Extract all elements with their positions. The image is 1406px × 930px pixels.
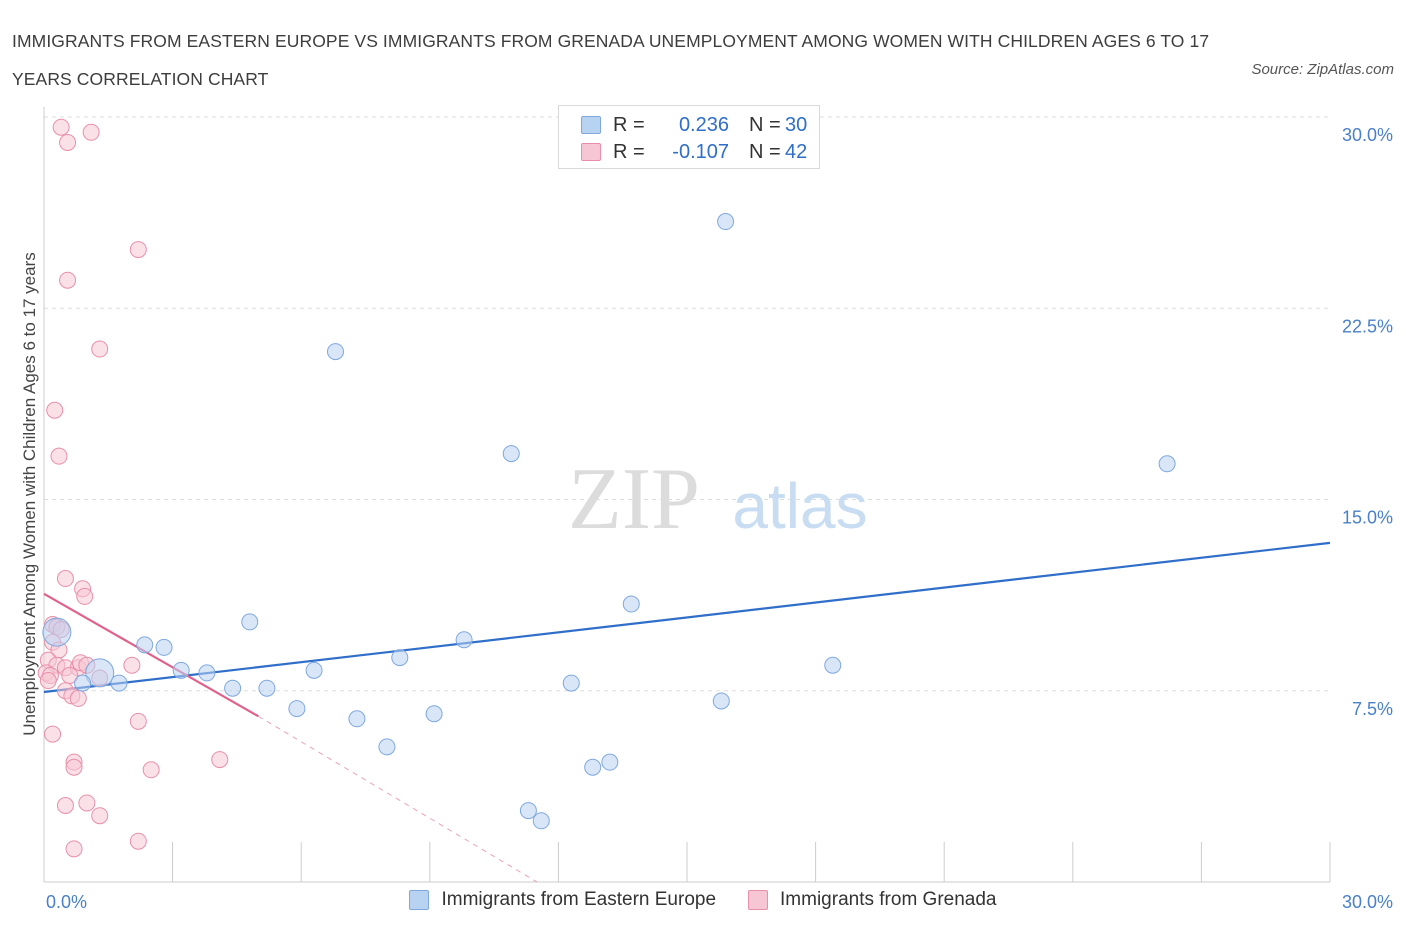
data-point-eastern-europe	[455, 631, 473, 649]
data-point-eastern-europe	[532, 812, 550, 830]
bottom-legend-grenada: Immigrants from Grenada	[748, 889, 997, 911]
y-tick-label: 22.5%	[1342, 316, 1393, 336]
legend-swatch-pink	[748, 890, 769, 910]
data-point-grenada	[129, 832, 147, 850]
data-point-grenada	[78, 794, 96, 812]
data-point-eastern-europe	[712, 692, 730, 710]
data-point-grenada	[91, 340, 109, 358]
x-tick-label: 0.0%	[46, 892, 87, 912]
data-point-eastern-europe	[378, 738, 396, 756]
data-point-grenada	[129, 241, 147, 259]
legend-box: R = 0.236 N = 30 R = -0.107 N = 42	[558, 105, 820, 169]
legend-swatch-pink	[581, 143, 601, 161]
data-point-eastern-europe	[348, 710, 366, 728]
legend-swatch-blue	[409, 890, 430, 910]
data-point-eastern-europe	[136, 636, 154, 654]
trend-line-grenada	[43, 592, 259, 718]
legend-n-label: N =	[749, 140, 781, 163]
x-tick-label: 30.0%	[1342, 892, 1393, 912]
data-point-grenada	[211, 751, 229, 769]
data-point-grenada	[46, 401, 64, 419]
source-label: Source: ZipAtlas.com	[1251, 61, 1394, 78]
legend-n-label: N =	[749, 113, 781, 136]
legend-r-label: R =	[613, 140, 645, 163]
data-point-grenada	[56, 797, 74, 814]
data-point-eastern-europe	[562, 674, 580, 692]
data-point-eastern-europe	[258, 679, 276, 697]
data-point-grenada	[65, 758, 83, 776]
data-point-grenada	[39, 672, 57, 690]
data-point-eastern-europe	[502, 445, 520, 463]
data-point-eastern-europe	[305, 661, 323, 679]
data-point-grenada	[123, 656, 141, 674]
data-point-eastern-europe	[326, 343, 344, 361]
tick-labels: 7.5% 15.0% 22.5% 30.0% 0.0% 30.0%	[46, 125, 1393, 912]
data-point-eastern-europe	[391, 649, 409, 667]
data-point-eastern-europe	[584, 758, 602, 776]
data-point-grenada	[52, 118, 70, 136]
data-point-grenada	[65, 840, 83, 858]
axes	[43, 107, 1331, 883]
data-point-grenada	[50, 447, 68, 465]
data-point-grenada	[44, 725, 62, 743]
watermark-zip: ZIP	[568, 451, 700, 548]
data-point-grenada	[142, 761, 160, 779]
legend-swatch-blue	[581, 116, 601, 134]
watermark-atlas: atlas	[732, 470, 867, 542]
data-point-grenada	[69, 689, 87, 707]
data-point-grenada	[59, 134, 77, 151]
data-point-eastern-europe	[198, 664, 216, 682]
data-point-eastern-europe	[425, 705, 443, 723]
data-point-eastern-europe	[1158, 455, 1176, 473]
data-point-eastern-europe	[85, 658, 115, 688]
legend-n-value: 30	[785, 113, 808, 136]
data-point-grenada	[59, 271, 77, 289]
chart-title: IMMIGRANTS FROM EASTERN EUROPE VS IMMIGR…	[12, 31, 1210, 89]
trend-lines	[43, 541, 1331, 883]
data-point-eastern-europe	[519, 802, 537, 820]
trend-line-grenada-extension	[258, 715, 538, 883]
data-point-grenada	[82, 123, 100, 141]
y-axis-label: Unemployment Among Women with Children A…	[20, 252, 39, 736]
data-point-eastern-europe	[110, 674, 128, 692]
trend-line-eastern-europe	[43, 541, 1331, 694]
data-point-eastern-europe	[172, 661, 190, 679]
data-point-eastern-europe	[74, 674, 92, 692]
data-point-eastern-europe	[622, 595, 640, 613]
data-point-eastern-europe	[155, 638, 173, 656]
data-point-eastern-europe	[42, 617, 72, 647]
y-tick-label: 7.5%	[1352, 699, 1393, 719]
legend-n-value: 42	[785, 140, 808, 163]
legend-r-label: R =	[613, 113, 645, 136]
legend-label-eastern-europe: Immigrants from Eastern Europe	[441, 889, 717, 910]
data-point-eastern-europe	[824, 656, 842, 674]
data-point-grenada	[129, 712, 147, 730]
data-point-eastern-europe	[717, 213, 735, 231]
bottom-legend: Immigrants from Eastern Europe Immigrant…	[0, 889, 1406, 911]
data-point-eastern-europe	[288, 700, 306, 718]
data-point-grenada	[91, 807, 109, 825]
data-point-eastern-europe	[224, 679, 242, 697]
legend-label-grenada: Immigrants from Grenada	[780, 889, 997, 910]
y-tick-label: 30.0%	[1342, 125, 1393, 145]
legend-row-grenada: R = -0.107 N = 42	[581, 139, 807, 165]
data-point-eastern-europe	[601, 753, 619, 771]
bottom-legend-eastern-europe: Immigrants from Eastern Europe	[409, 889, 716, 911]
legend-r-value: -0.107	[672, 140, 729, 163]
gridlines	[44, 116, 1330, 692]
y-tick-label: 15.0%	[1342, 508, 1393, 528]
data-point-eastern-europe	[241, 613, 259, 631]
legend-r-value: 0.236	[678, 113, 729, 136]
legend-row-eastern-europe: R = 0.236 N = 30	[581, 112, 807, 138]
data-points	[37, 118, 1176, 858]
data-point-grenada	[76, 587, 94, 605]
data-point-grenada	[56, 570, 74, 588]
